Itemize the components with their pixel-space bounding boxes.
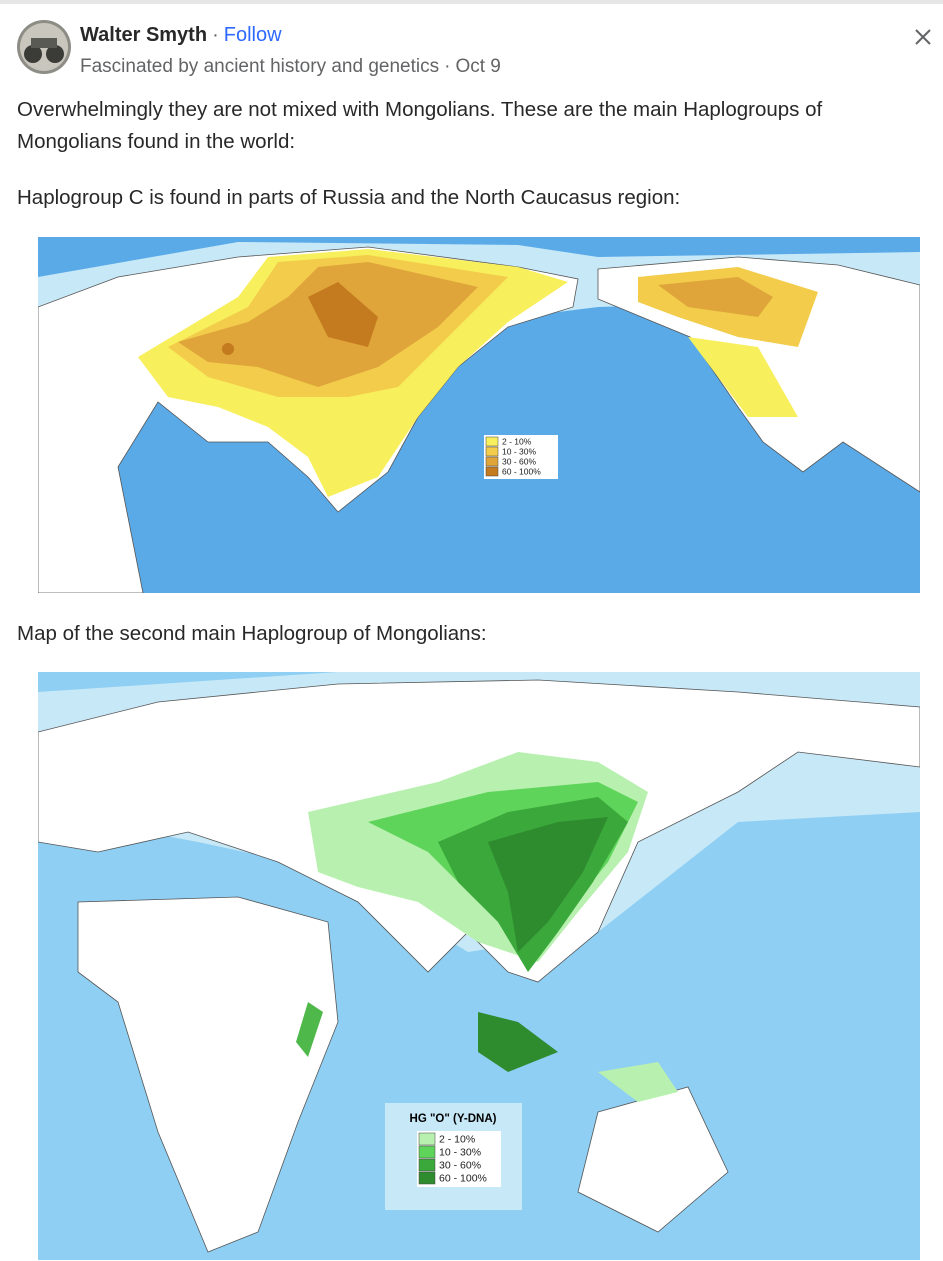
- paragraph: Haplogroup C is found in parts of Russia…: [17, 186, 681, 209]
- legend-swatch: [485, 466, 499, 477]
- map-image: 2 - 10%10 - 30%30 - 60%60 - 100%: [38, 237, 920, 593]
- close-button[interactable]: [914, 28, 932, 46]
- separator: ·: [444, 56, 451, 77]
- legend-label: 60 - 100%: [502, 466, 541, 476]
- legend-label: 60 - 100%: [439, 1172, 487, 1184]
- legend-swatch: [418, 1132, 436, 1146]
- author-line: Walter Smyth · Follow: [80, 24, 282, 47]
- legend-title: HG "O" (Y-DNA): [410, 1113, 497, 1125]
- legend-label: 2 - 10%: [502, 436, 532, 446]
- author-name[interactable]: Walter Smyth: [80, 24, 208, 46]
- legend-label: 30 - 60%: [439, 1159, 481, 1171]
- avatar[interactable]: [17, 20, 71, 74]
- legend-swatch: [485, 456, 499, 467]
- legend-swatch: [485, 446, 499, 457]
- legend-swatch: [418, 1171, 436, 1185]
- divider: [0, 0, 943, 4]
- credential-line: Fascinated by ancient history and geneti…: [80, 56, 501, 78]
- legend-label: 2 - 10%: [439, 1133, 475, 1145]
- legend-swatch: [485, 436, 499, 447]
- legend-label: 30 - 60%: [502, 456, 536, 466]
- legend-swatch: [418, 1145, 436, 1159]
- paragraph: Overwhelmingly they are not mixed with M…: [17, 98, 823, 153]
- follow-button[interactable]: Follow: [223, 24, 282, 46]
- legend-label: 10 - 30%: [502, 446, 536, 456]
- legend-swatch: [418, 1158, 436, 1172]
- date[interactable]: Oct 9: [455, 56, 501, 77]
- paragraph: Map of the second main Haplogroup of Mon…: [17, 622, 487, 645]
- map-image: HG "O" (Y-DNA) 2 - 10%10 - 30%30 - 60%60 …: [38, 672, 920, 1260]
- legend-label: 10 - 30%: [439, 1146, 481, 1158]
- credential[interactable]: Fascinated by ancient history and geneti…: [80, 56, 440, 77]
- separator: ·: [212, 24, 219, 46]
